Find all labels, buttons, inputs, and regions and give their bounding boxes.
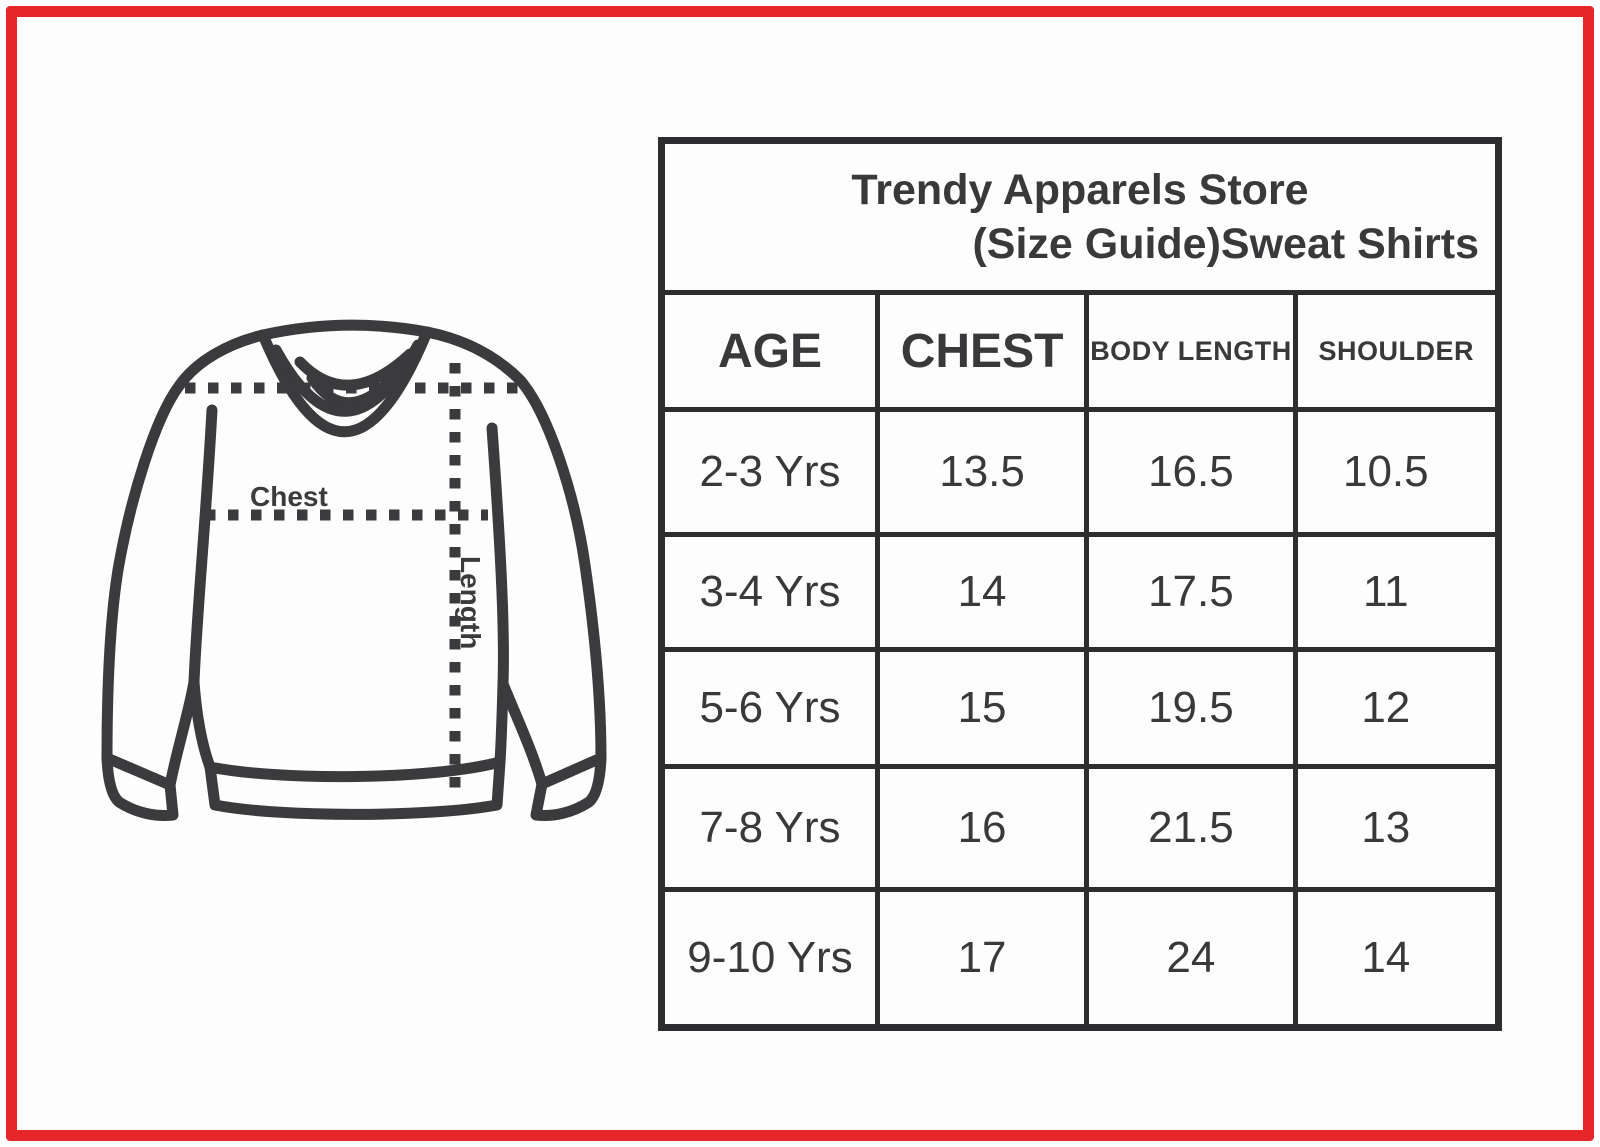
left-sleeve-inner-seam [164, 404, 218, 791]
cell-shoulder: 10.5 [1292, 407, 1502, 537]
cell-chest: 16 [874, 764, 1090, 892]
cell-age: 7-8 Yrs [659, 764, 880, 892]
cell-age: 3-4 Yrs [659, 532, 880, 652]
collar-rib-line-2 [306, 362, 408, 409]
cell-age: 2-3 Yrs [659, 407, 880, 537]
cell-body-length: 16.5 [1084, 407, 1298, 537]
cell-chest: 14 [874, 532, 1090, 652]
cell-chest: 17 [874, 887, 1090, 1030]
cell-shoulder: 11 [1292, 532, 1502, 652]
size-guide-subtitle: (Size Guide)Sweat Shirts [972, 220, 1479, 268]
cell-shoulder: 12 [1292, 647, 1502, 769]
cell-body-length: 17.5 [1084, 532, 1298, 652]
table-row: 5-6 Yrs 15 19.5 12 [659, 647, 1502, 769]
hem-band [204, 756, 506, 820]
table-title-row: Trendy Apparels Store (Size Guide)Sweat … [659, 138, 1501, 295]
sweatshirt-illustration: Chest Length [101, 319, 607, 821]
table-row: 2-3 Yrs 13.5 16.5 10.5 [659, 407, 1502, 537]
cell-age: 9-10 Yrs [659, 887, 880, 1030]
column-header-shoulder: SHOULDER [1292, 290, 1502, 412]
store-title: Trendy Apparels Store [851, 166, 1309, 215]
collar-outer-edge [257, 326, 433, 438]
right-sleeve-inner-seam [486, 422, 548, 790]
body-left-edge [188, 676, 216, 773]
column-header-age: AGE [659, 290, 880, 412]
left-cuff [101, 752, 179, 821]
column-header-body-length: BODY LENGTH [1084, 290, 1298, 412]
right-cuff [530, 752, 607, 821]
table-row: 9-10 Yrs 17 24 14 [659, 887, 1502, 1030]
chest-label: Chest [250, 481, 328, 512]
column-header-chest: CHEST [874, 290, 1090, 412]
table-row: 7-8 Yrs 16 21.5 13 [659, 764, 1502, 892]
cell-body-length: 21.5 [1084, 764, 1298, 892]
table-title-cell: Trendy Apparels Store (Size Guide)Sweat … [659, 138, 1501, 295]
cell-body-length: 24 [1084, 887, 1298, 1030]
cell-shoulder: 14 [1292, 887, 1502, 1030]
size-table: Trendy Apparels Store (Size Guide)Sweat … [658, 137, 1502, 1031]
cell-age: 5-6 Yrs [659, 647, 880, 769]
table-row: 3-4 Yrs 14 17.5 11 [659, 532, 1502, 652]
table-header-row: AGE CHEST BODY LENGTH SHOULDER [659, 290, 1502, 412]
right-sleeve-outline [421, 326, 607, 764]
cell-chest: 13.5 [874, 407, 1090, 537]
cell-chest: 15 [874, 647, 1090, 769]
cell-body-length: 19.5 [1084, 647, 1298, 769]
left-sleeve-outline [101, 329, 269, 764]
cell-shoulder: 13 [1292, 764, 1502, 892]
length-label: Length [455, 556, 486, 649]
collar-back-rim [257, 319, 433, 341]
